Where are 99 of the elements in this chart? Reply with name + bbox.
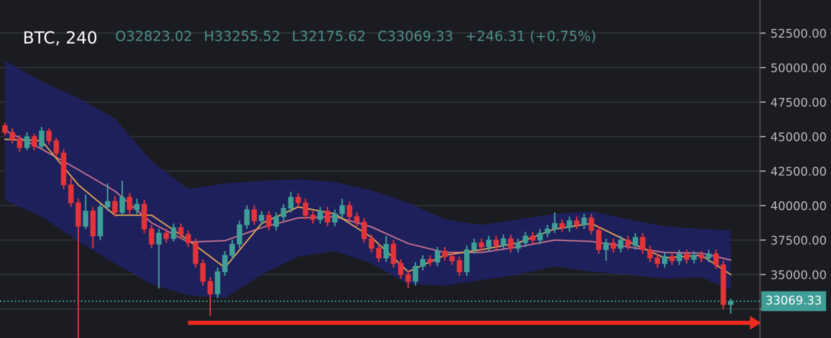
ref-line-label: 33069.33 <box>766 296 821 305</box>
candlestick <box>10 128 16 144</box>
candlestick <box>684 249 690 264</box>
candlestick <box>442 246 448 262</box>
candlestick <box>170 222 176 242</box>
candlestick <box>288 191 294 214</box>
annotation: H33255.52 <box>205 30 280 42</box>
candlestick <box>266 210 272 232</box>
y-tick-label: 47500.00 <box>770 98 826 107</box>
candlestick <box>530 231 536 245</box>
y-tick-label: 35000.00 <box>771 270 826 280</box>
y-tick-label: 45000.00 <box>770 132 826 142</box>
candlestick <box>252 204 257 226</box>
candlestick <box>618 235 624 254</box>
candlestick <box>706 249 712 263</box>
candlestick <box>588 213 594 236</box>
candlestick <box>120 180 125 216</box>
candlestick <box>32 133 37 152</box>
candlestick <box>68 177 74 208</box>
annotation: O32823.02 <box>116 30 191 42</box>
candlestick <box>420 254 426 272</box>
y-tick-label: 37500.00 <box>771 236 826 245</box>
candlestick <box>54 137 59 158</box>
candlestick <box>596 226 602 255</box>
candlestick <box>134 198 140 215</box>
candlestick <box>412 261 418 286</box>
candlestick <box>236 220 242 250</box>
candlestick <box>104 182 110 212</box>
candlestick <box>230 239 235 260</box>
candlestick <box>208 276 213 317</box>
candlestick <box>332 209 338 227</box>
candlestick <box>46 128 52 146</box>
candlestick <box>662 252 668 268</box>
candlestick <box>274 212 279 232</box>
candlestick <box>148 224 154 250</box>
y-tick-label: 40000.00 <box>770 201 826 210</box>
annotation: L32175.62 <box>293 30 364 42</box>
candlestick <box>427 254 433 267</box>
candlestick <box>346 200 352 222</box>
candlestick <box>574 216 580 230</box>
candlestick <box>654 253 660 268</box>
candlestick <box>112 195 118 218</box>
candlestick <box>647 244 653 263</box>
candlestick <box>566 216 572 232</box>
candlestick <box>383 235 389 263</box>
candlestick <box>376 243 382 263</box>
candlestick <box>368 234 374 254</box>
y-tick-label: 50000.00 <box>771 63 826 72</box>
candlestick <box>405 270 411 290</box>
candlestick <box>434 246 440 267</box>
candlestick <box>552 212 558 234</box>
candlestick <box>698 250 704 263</box>
y-tick-label: 42500.00 <box>770 166 826 176</box>
candlestick <box>354 212 360 227</box>
candlestick <box>464 244 470 277</box>
candlestick <box>449 252 455 266</box>
candlestick <box>603 238 609 262</box>
candlestick <box>493 235 499 250</box>
candlestick <box>296 192 301 208</box>
candlestick <box>398 258 404 280</box>
candlestick <box>24 132 30 152</box>
candlestick <box>186 230 191 248</box>
candlestick <box>625 235 631 250</box>
candlestick <box>456 256 462 277</box>
candlestick <box>610 238 616 254</box>
candlestick <box>478 238 484 252</box>
annotation: +246.31 (+0.75%) <box>466 30 596 43</box>
annotation: C33069.33 <box>378 30 452 42</box>
candlestick <box>713 249 719 270</box>
candlestick <box>471 238 477 255</box>
candlestick <box>361 217 367 244</box>
candlestick <box>632 232 638 250</box>
candlestick <box>390 239 396 268</box>
candlestick <box>676 249 682 266</box>
candlestick <box>310 210 316 224</box>
candlestick <box>126 192 132 215</box>
candlestick <box>16 134 22 152</box>
candlestick <box>280 203 286 222</box>
candlestick <box>302 198 308 220</box>
candlestick <box>317 206 323 224</box>
candlestick <box>2 122 8 136</box>
candlestick <box>508 234 514 254</box>
candlestick <box>76 198 81 338</box>
candlestick <box>640 232 646 255</box>
candlestick <box>486 235 492 252</box>
candlestick <box>324 206 330 227</box>
candlestick <box>339 198 345 219</box>
candlestick <box>82 194 88 230</box>
candlestick <box>500 234 506 250</box>
candlestick <box>38 126 44 150</box>
candlestick <box>258 210 264 226</box>
text: BTC, 240 <box>24 31 96 46</box>
candlestick <box>244 204 250 230</box>
candlestick <box>156 228 162 290</box>
candlestick <box>559 218 565 232</box>
candlestick <box>164 228 169 244</box>
candlestick <box>581 213 587 230</box>
candlestick <box>178 222 184 240</box>
y-tick-label: 52500.00 <box>771 28 826 38</box>
